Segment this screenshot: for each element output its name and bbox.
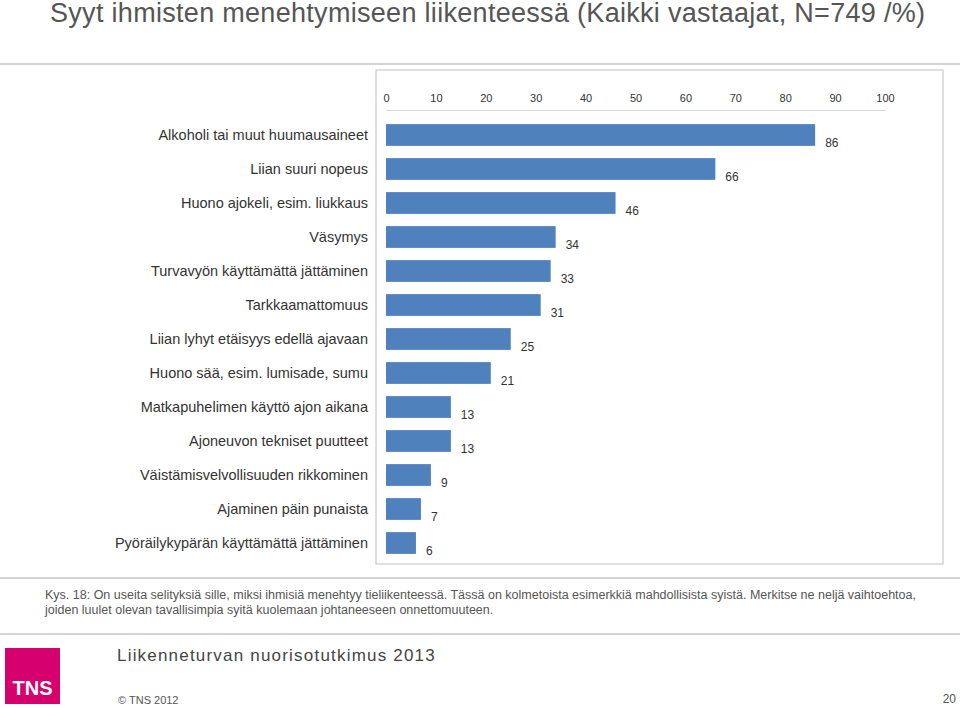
tick: Liian suuri nopeus [250, 161, 368, 177]
tick: Väistämisvelvollisuuden rikkominen [140, 467, 368, 483]
tick-label: 20 [480, 92, 492, 104]
y-axis: Alkoholi tai muut huumausaineet Liian suu… [115, 127, 369, 551]
footer: Liikenneturvan nuorisotutkimus 2013 [117, 646, 436, 666]
title: Syyt ihmisten menehtymiseen liikenteessä… [50, 0, 940, 30]
category-label: Väistämisvelvollisuuden rikkominen [140, 467, 368, 483]
category-label: Alkoholi tai muut huumausaineet [158, 127, 368, 143]
tick: 10 [430, 92, 442, 110]
bar [386, 294, 541, 316]
tick-label: 80 [780, 92, 792, 104]
category-label: Tarkkaamattomuus [246, 297, 369, 313]
bars [386, 124, 815, 554]
data-label: 21 [501, 374, 515, 388]
bar [386, 362, 491, 384]
tick: 60 [680, 92, 692, 110]
tick: 50 [630, 92, 642, 110]
tick: Väsymys [309, 229, 368, 245]
data-labels: 86 66 46 34 33 31 25 21 13 13 9 7 6 [426, 136, 839, 558]
separator-line [0, 64, 960, 65]
bar [386, 226, 556, 248]
bar [386, 498, 421, 520]
tick: Huono ajokeli, esim. liukkaus [181, 195, 368, 211]
category-label: Liian lyhyt etäisyys edellä ajavaan [150, 331, 368, 347]
bar [386, 328, 511, 350]
tick: 20 [480, 92, 492, 110]
bar [386, 192, 616, 214]
tick-label: 40 [580, 92, 592, 104]
plot-frame [376, 70, 943, 564]
data-label: 9 [441, 476, 448, 490]
tick-label: 70 [730, 92, 742, 104]
tick: Liian lyhyt etäisyys edellä ajavaan [150, 331, 368, 347]
tick: Matkapuhelimen käyttö ajon aikana [141, 399, 369, 415]
data-label: 86 [825, 136, 839, 150]
data-label: 46 [626, 204, 640, 218]
bar [386, 396, 451, 418]
bar [386, 430, 451, 452]
tick: Tarkkaamattomuus [246, 297, 369, 313]
bar [386, 464, 431, 486]
category-label: Matkapuhelimen käyttö ajon aikana [141, 399, 369, 415]
footnote: Kys. 18: On useita selityksiä sille, mik… [45, 588, 950, 618]
logo: TNS [5, 648, 60, 704]
tick-label: 50 [630, 92, 642, 104]
bar [386, 124, 815, 146]
separator-line [0, 578, 960, 579]
data-label: 33 [561, 272, 575, 286]
tick: Ajoneuvon tekniset puutteet [189, 433, 368, 449]
tick-label: 30 [530, 92, 542, 104]
bar [386, 532, 416, 554]
tick: Turvavyön käyttämättä jättäminen [151, 263, 368, 279]
tick: 0 [383, 92, 389, 110]
copyright: © TNS 2012 [118, 694, 179, 706]
data-label: 66 [725, 170, 739, 184]
tick-label: 10 [430, 92, 442, 104]
tick: Huono sää, esim. lumisade, sumu [150, 365, 368, 381]
data-label: 34 [566, 238, 580, 252]
category-label: Ajaminen päin punaista [217, 501, 369, 517]
axis-line [387, 110, 886, 111]
separator-line [0, 634, 960, 635]
category-label: Pyöräilykypärän käyttämättä jättäminen [115, 535, 368, 551]
tick: Alkoholi tai muut huumausaineet [158, 127, 368, 143]
category-label: Huono ajokeli, esim. liukkaus [181, 195, 368, 211]
x-axis: 0 10 20 30 40 50 60 70 80 90 100 [383, 92, 894, 111]
data-label: 13 [461, 408, 475, 422]
tick: 100 [876, 92, 894, 110]
category-label: Liian suuri nopeus [250, 161, 368, 177]
page-number: 20 [943, 692, 956, 706]
tick-label: 100 [876, 92, 894, 104]
category-label: Väsymys [309, 229, 368, 245]
category-label: Ajoneuvon tekniset puutteet [189, 433, 368, 449]
tick: 80 [780, 92, 792, 110]
category-label: Huono sää, esim. lumisade, sumu [150, 365, 368, 381]
tick: 30 [530, 92, 542, 110]
tick: 90 [829, 92, 841, 110]
data-label: 7 [431, 510, 438, 524]
data-label: 31 [551, 306, 565, 320]
data-label: 25 [521, 340, 535, 354]
tick-label: 0 [383, 92, 389, 104]
tick: 70 [730, 92, 742, 110]
category-label: Turvavyön käyttämättä jättäminen [151, 263, 368, 279]
tick: Pyöräilykypärän käyttämättä jättäminen [115, 535, 368, 551]
tick: 40 [580, 92, 592, 110]
data-label: 13 [461, 442, 475, 456]
bar [386, 260, 551, 282]
tick-label: 60 [680, 92, 692, 104]
tick-label: 90 [829, 92, 841, 104]
tick: Ajaminen päin punaista [217, 501, 369, 517]
bar [386, 158, 715, 180]
data-label: 6 [426, 544, 433, 558]
